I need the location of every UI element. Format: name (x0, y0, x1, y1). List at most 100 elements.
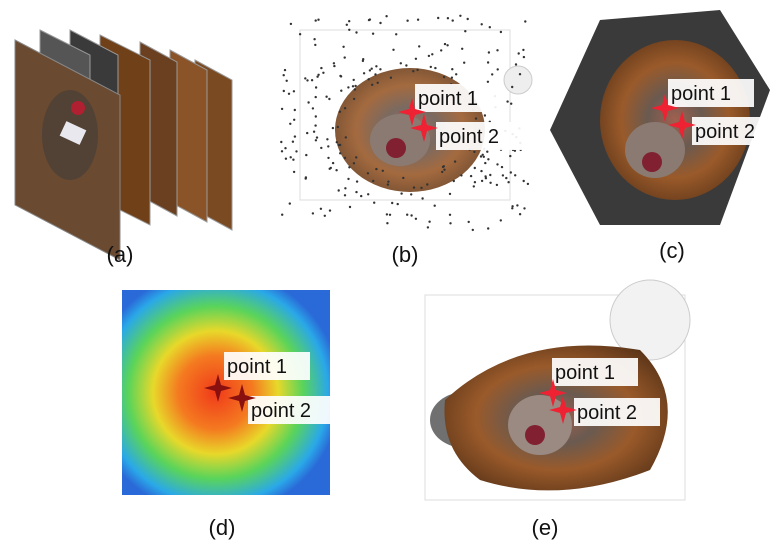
cloud-dot (290, 23, 292, 25)
cloud-dot (368, 78, 370, 80)
cloud-dot (484, 162, 486, 164)
point-label: point 2 (695, 121, 755, 143)
cloud-dot (368, 19, 370, 21)
cloud-dot (311, 79, 313, 81)
cloud-dot (307, 101, 309, 103)
cloud-dot (371, 68, 373, 70)
cloud-dot (428, 55, 430, 57)
cloud-dot (484, 175, 486, 177)
cloud-dot (367, 172, 369, 174)
cloud-dot (387, 181, 389, 183)
panel-label: (c) (659, 238, 685, 263)
cloud-dot (377, 82, 379, 84)
cloud-dot (487, 227, 489, 229)
cloud-dot (523, 56, 525, 58)
cloud-dot (355, 31, 357, 33)
cloud-dot (518, 52, 520, 54)
cloud-dot (293, 90, 295, 92)
cloud-dot (410, 214, 412, 216)
cloud-dot (385, 15, 387, 17)
cloud-dot (474, 167, 476, 169)
cloud-dot (355, 191, 357, 193)
cloud-dot (320, 67, 322, 69)
cloud-dot (292, 159, 294, 161)
cloud-dot (369, 69, 371, 71)
cloud-dot (316, 136, 318, 138)
cloud-dot (340, 90, 342, 92)
cloud-dot (289, 123, 291, 125)
cloud-dot (372, 180, 374, 182)
cloud-dot (491, 73, 493, 75)
cloud-dot (473, 185, 475, 187)
cloud-dot (481, 180, 483, 182)
cloud-dot (344, 187, 346, 189)
cloud-dot (430, 66, 432, 68)
cloud-dot (420, 187, 422, 189)
cloud-dot (338, 144, 340, 146)
cloud-dot (412, 70, 414, 72)
cloud-dot (375, 65, 377, 67)
cloud-dot (461, 48, 463, 50)
cloud-dot (489, 174, 491, 176)
cloud-dot (304, 77, 306, 79)
cloud-dot (284, 69, 286, 71)
cloud-dot (449, 214, 451, 216)
cloud-dot (285, 158, 287, 160)
cloud-dot (288, 93, 290, 95)
cloud-dot (280, 141, 282, 143)
cloud-dot (389, 214, 391, 216)
cloud-dot (510, 171, 512, 173)
cloud-dot (516, 204, 518, 206)
cloud-dot (391, 202, 393, 204)
cloud-dot (523, 180, 525, 182)
cloud-dot (320, 208, 322, 210)
cloud-dot (315, 86, 317, 88)
cloud-dot (315, 139, 317, 141)
cloud-dot (371, 84, 373, 86)
point-label: point 1 (555, 362, 615, 384)
cloud-dot (413, 186, 415, 188)
cloud-dot (344, 56, 346, 58)
cloud-dot (299, 33, 301, 35)
cloud-dot (328, 98, 330, 100)
cloud-dot (522, 49, 524, 51)
cloud-dot (284, 147, 286, 149)
cloud-dot (434, 205, 436, 207)
cloud-dot (305, 176, 307, 178)
cloud-dot (356, 180, 358, 182)
cloud-dot (314, 124, 316, 126)
cloud-dot (488, 51, 490, 53)
cloud-dot (406, 214, 408, 216)
cloud-dot (355, 156, 357, 158)
cloud-dot (489, 182, 491, 184)
cloud-dot (354, 88, 356, 90)
point-label: point 1 (418, 88, 478, 110)
cloud-dot (333, 62, 335, 64)
cloud-dot (363, 72, 365, 74)
cloud-dot (322, 72, 324, 74)
cloud-dot (306, 79, 308, 81)
cloud-dot (447, 17, 449, 19)
cloud-dot (312, 107, 314, 109)
cloud-dot (392, 49, 394, 51)
cloud-dot (289, 202, 291, 204)
cloud-dot (387, 183, 389, 185)
cloud-dot (312, 212, 314, 214)
cloud-dot (362, 58, 364, 60)
cloud-dot (348, 29, 350, 31)
cloud-dot (339, 152, 341, 154)
point-label: point 1 (227, 356, 287, 378)
cloud-dot (446, 44, 448, 46)
cloud-dot (417, 19, 419, 21)
cloud-dot (345, 136, 347, 138)
cloud-dot (347, 86, 349, 88)
cloud-dot (348, 166, 350, 168)
cloud-dot (442, 166, 444, 168)
cloud-dot (386, 213, 388, 215)
cloud-dot (332, 162, 334, 164)
cloud-dot (470, 175, 472, 177)
cloud-dot (281, 150, 283, 152)
cloud-dot (292, 141, 294, 143)
cloud-dot (290, 156, 292, 158)
cloud-dot (332, 127, 334, 129)
